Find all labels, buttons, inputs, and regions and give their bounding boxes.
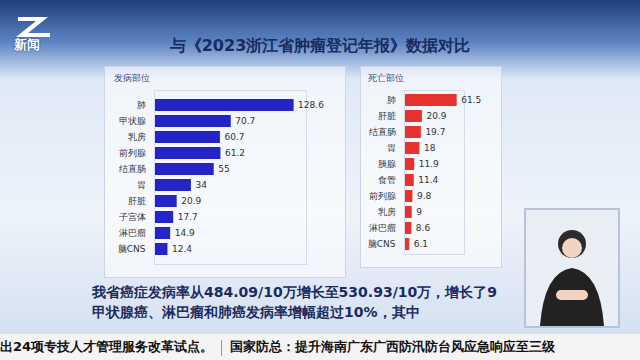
svg-text:19.7: 19.7 bbox=[425, 127, 445, 137]
svg-text:11.9: 11.9 bbox=[419, 159, 439, 169]
svg-text:17.7: 17.7 bbox=[178, 212, 198, 222]
svg-text:子宫体: 子宫体 bbox=[119, 212, 146, 222]
html-text:我省癌症发病率从484.09/10万增长至530.93/10: 我省癌症发病率从484.09/10万增长至530.93/10万，增长了9 bbox=[92, 284, 497, 300]
svg-text:乳房: 乳房 bbox=[378, 207, 396, 217]
svg-text:9.8: 9.8 bbox=[417, 191, 432, 201]
svg-text:8.6: 8.6 bbox=[416, 223, 431, 233]
svg-text:128.6: 128.6 bbox=[298, 100, 324, 110]
svg-text:12.4: 12.4 bbox=[172, 244, 192, 254]
svg-text:肝脏: 肝脏 bbox=[128, 196, 146, 206]
html-text:与《2023浙江省肿瘤登记年报》数据对比: 与《2023浙江省肿瘤登记年报》数据对比 bbox=[169, 36, 471, 55]
svg-text:脑CNS: 脑CNS bbox=[118, 244, 146, 254]
svg-text:胰腺: 胰腺 bbox=[378, 159, 396, 169]
svg-text:14.9: 14.9 bbox=[175, 228, 195, 238]
svg-text:结直肠: 结直肠 bbox=[119, 164, 146, 174]
svg-text:55: 55 bbox=[218, 164, 229, 174]
svg-text:9: 9 bbox=[416, 207, 422, 217]
svg-text:胃: 胃 bbox=[137, 180, 146, 190]
html-text:新闻: 新闻 bbox=[14, 37, 40, 52]
svg-text:食管: 食管 bbox=[378, 175, 396, 185]
svg-text:肺: 肺 bbox=[137, 100, 146, 110]
svg-text:脑CNS: 脑CNS bbox=[368, 239, 396, 249]
svg-text:61.5: 61.5 bbox=[461, 95, 481, 105]
svg-text:肺: 肺 bbox=[387, 95, 396, 105]
html-text:出24项专技人才管理服务改革试点。: 出24项专技人才管理服务改革试点。 bbox=[0, 339, 214, 354]
svg-text:34: 34 bbox=[195, 180, 207, 190]
html-text:国家防总：提升海南广东广西防汛防台风应急响应至三级: 国家防总：提升海南广东广西防汛防台风应急响应至三级 bbox=[230, 339, 556, 354]
svg-text:前列腺: 前列腺 bbox=[119, 148, 146, 158]
svg-text:淋巴瘤: 淋巴瘤 bbox=[369, 223, 396, 233]
html-text:发病部位: 发病部位 bbox=[114, 73, 150, 83]
html-text:甲状腺癌、淋巴瘤和肺癌发病率增幅超过10%，其中: 甲状腺癌、淋巴瘤和肺癌发病率增幅超过10%，其中 bbox=[92, 304, 420, 320]
svg-text:70.7: 70.7 bbox=[235, 116, 255, 126]
svg-text:乳房: 乳房 bbox=[128, 132, 146, 142]
svg-text:肝脏: 肝脏 bbox=[378, 111, 396, 121]
svg-text:前列腺: 前列腺 bbox=[369, 191, 396, 201]
svg-text:淋巴瘤: 淋巴瘤 bbox=[119, 228, 146, 238]
svg-text:61.2: 61.2 bbox=[225, 148, 245, 158]
svg-text:20.9: 20.9 bbox=[426, 111, 446, 121]
svg-text:甲状腺: 甲状腺 bbox=[119, 116, 146, 126]
svg-text:20.9: 20.9 bbox=[181, 196, 201, 206]
html-text:死亡部位: 死亡部位 bbox=[368, 73, 404, 83]
svg-text:60.7: 60.7 bbox=[224, 132, 244, 142]
svg-text:6.1: 6.1 bbox=[414, 239, 428, 249]
svg-text:结直肠: 结直肠 bbox=[369, 127, 396, 137]
svg-text:11.4: 11.4 bbox=[418, 175, 438, 185]
svg-text:胃: 胃 bbox=[387, 143, 396, 153]
svg-text:18: 18 bbox=[424, 143, 436, 153]
